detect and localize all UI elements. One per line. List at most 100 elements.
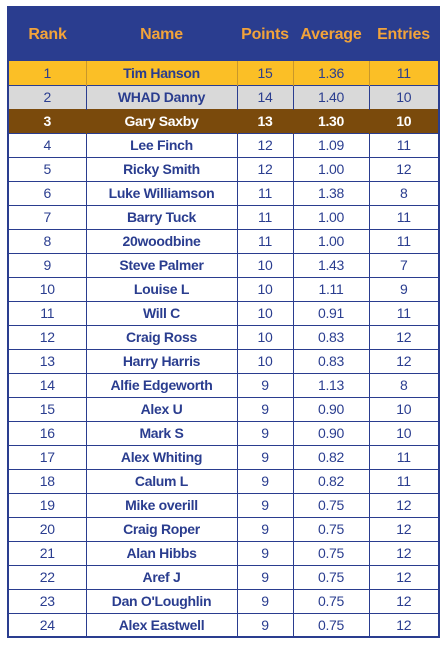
cell-name: Will C xyxy=(85,300,237,325)
cell-entries: 12 xyxy=(368,156,438,181)
cell-points: 9 xyxy=(236,468,293,493)
cell-name: Alfie Edgeworth xyxy=(85,372,237,397)
table-row: 14 Alfie Edgeworth 9 1.13 8 xyxy=(9,372,438,397)
cell-average: 1.00 xyxy=(292,228,369,253)
cell-average: 0.75 xyxy=(292,612,369,636)
cell-name: Luke Williamson xyxy=(85,180,237,205)
header-entries: Entries xyxy=(377,25,430,43)
cell-entries: 11 xyxy=(368,300,438,325)
cell-average: 0.75 xyxy=(292,564,369,589)
cell-rank: 9 xyxy=(9,252,86,277)
leaderboard-frame: Rank Name Points Average Entries 1 Tim Ha… xyxy=(7,6,440,638)
cell-average: 1.40 xyxy=(292,84,369,109)
cell-rank: 11 xyxy=(9,300,86,325)
table-row: 7 Barry Tuck 11 1.00 11 xyxy=(9,204,438,229)
cell-entries: 11 xyxy=(368,228,438,253)
header-average: Average xyxy=(300,25,362,43)
table-row: 16 Mark S 9 0.90 10 xyxy=(9,420,438,445)
cell-points: 10 xyxy=(236,252,293,277)
cell-entries: 11 xyxy=(368,204,438,229)
cell-average: 1.30 xyxy=(292,108,369,133)
cell-points: 9 xyxy=(236,396,293,421)
cell-points: 9 xyxy=(236,564,293,589)
cell-points: 9 xyxy=(236,444,293,469)
cell-name: WHAD Danny xyxy=(85,84,237,109)
cell-average: 1.43 xyxy=(292,252,369,277)
header-rank: Rank xyxy=(28,25,67,43)
cell-rank: 3 xyxy=(9,108,86,133)
cell-entries: 8 xyxy=(368,372,438,397)
cell-points: 12 xyxy=(236,132,293,157)
cell-entries: 12 xyxy=(368,612,438,636)
table-row: 20 Craig Roper 9 0.75 12 xyxy=(9,516,438,541)
cell-points: 9 xyxy=(236,612,293,636)
cell-name: Steve Palmer xyxy=(85,252,237,277)
cell-points: 10 xyxy=(236,348,293,373)
cell-points: 9 xyxy=(236,540,293,565)
cell-points: 9 xyxy=(236,516,293,541)
cell-name: Louise L xyxy=(85,276,237,301)
cell-name: Alan Hibbs xyxy=(85,540,237,565)
cell-average: 0.75 xyxy=(292,588,369,613)
cell-entries: 7 xyxy=(368,252,438,277)
cell-rank: 20 xyxy=(9,516,86,541)
cell-points: 9 xyxy=(236,372,293,397)
cell-rank: 18 xyxy=(9,468,86,493)
cell-rank: 16 xyxy=(9,420,86,445)
table-row: 8 20woodbine 11 1.00 11 xyxy=(9,228,438,253)
cell-points: 10 xyxy=(236,324,293,349)
table-row: 3 Gary Saxby 13 1.30 10 xyxy=(9,108,438,133)
cell-entries: 9 xyxy=(368,276,438,301)
table-row: 13 Harry Harris 10 0.83 12 xyxy=(9,348,438,373)
cell-name: Ricky Smith xyxy=(85,156,237,181)
cell-average: 1.00 xyxy=(292,204,369,229)
leaderboard-table: Rank Name Points Average Entries 1 Tim Ha… xyxy=(9,8,438,636)
cell-average: 1.09 xyxy=(292,132,369,157)
cell-entries: 11 xyxy=(368,61,438,85)
cell-points: 9 xyxy=(236,420,293,445)
cell-points: 15 xyxy=(236,61,293,85)
cell-rank: 6 xyxy=(9,180,86,205)
table-body: 1 Tim Hanson 15 1.36 11 2 WHAD Danny 14 1.40 10 3 G… xyxy=(9,61,438,636)
cell-name: Tim Hanson xyxy=(85,61,237,85)
cell-name: Alex U xyxy=(85,396,237,421)
cell-average: 0.83 xyxy=(292,324,369,349)
cell-entries: 12 xyxy=(368,588,438,613)
cell-entries: 10 xyxy=(368,84,438,109)
table-row: 17 Alex Whiting 9 0.82 11 xyxy=(9,444,438,469)
cell-entries: 12 xyxy=(368,324,438,349)
cell-name: Gary Saxby xyxy=(85,108,237,133)
cell-name: Alex Eastwell xyxy=(85,612,237,636)
cell-points: 13 xyxy=(236,108,293,133)
table-row: 12 Craig Ross 10 0.83 12 xyxy=(9,324,438,349)
cell-rank: 15 xyxy=(9,396,86,421)
table-row: 22 Aref J 9 0.75 12 xyxy=(9,564,438,589)
cell-entries: 12 xyxy=(368,564,438,589)
cell-name: Calum L xyxy=(85,468,237,493)
cell-entries: 12 xyxy=(368,492,438,517)
cell-name: Lee Finch xyxy=(85,132,237,157)
cell-average: 0.82 xyxy=(292,444,369,469)
cell-name: Harry Harris xyxy=(85,348,237,373)
cell-rank: 4 xyxy=(9,132,86,157)
cell-rank: 23 xyxy=(9,588,86,613)
table-row: 24 Alex Eastwell 9 0.75 12 xyxy=(9,612,438,636)
cell-entries: 12 xyxy=(368,540,438,565)
cell-rank: 2 xyxy=(9,84,86,109)
cell-name: Mark S xyxy=(85,420,237,445)
cell-name: Dan O'Loughlin xyxy=(85,588,237,613)
cell-rank: 5 xyxy=(9,156,86,181)
cell-rank: 7 xyxy=(9,204,86,229)
table-row: 1 Tim Hanson 15 1.36 11 xyxy=(9,61,438,85)
cell-average: 1.38 xyxy=(292,180,369,205)
cell-average: 0.82 xyxy=(292,468,369,493)
cell-rank: 8 xyxy=(9,228,86,253)
table-row: 19 Mike overill 9 0.75 12 xyxy=(9,492,438,517)
cell-average: 0.90 xyxy=(292,396,369,421)
cell-rank: 10 xyxy=(9,276,86,301)
table-row: 11 Will C 10 0.91 11 xyxy=(9,300,438,325)
cell-points: 11 xyxy=(236,228,293,253)
cell-entries: 11 xyxy=(368,444,438,469)
cell-points: 12 xyxy=(236,156,293,181)
table-row: 10 Louise L 10 1.11 9 xyxy=(9,276,438,301)
